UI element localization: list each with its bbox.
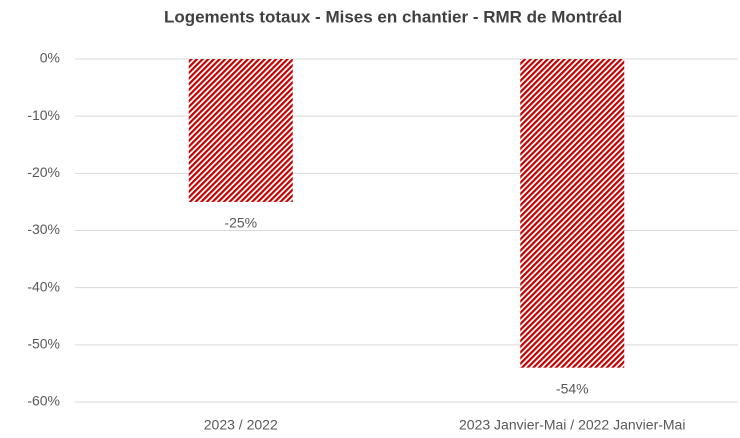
chart-title: Logements totaux - Mises en chantier - R… (164, 7, 622, 26)
y-tick-label: -60% (27, 393, 60, 409)
x-tick-label: 2023 Janvier-Mai / 2022 Janvier-Mai (459, 417, 685, 433)
data-label: -54% (556, 380, 589, 396)
bar (188, 59, 293, 202)
y-tick-label: -20% (27, 164, 60, 180)
y-tick-label: -30% (27, 221, 60, 237)
y-tick-label: -10% (27, 107, 60, 123)
x-tick-label: 2023 / 2022 (204, 417, 278, 433)
y-tick-label: -50% (27, 336, 60, 352)
bar (520, 59, 625, 368)
data-label: -25% (224, 215, 257, 231)
y-tick-label: -40% (27, 278, 60, 294)
y-tick-label: 0% (40, 50, 60, 66)
